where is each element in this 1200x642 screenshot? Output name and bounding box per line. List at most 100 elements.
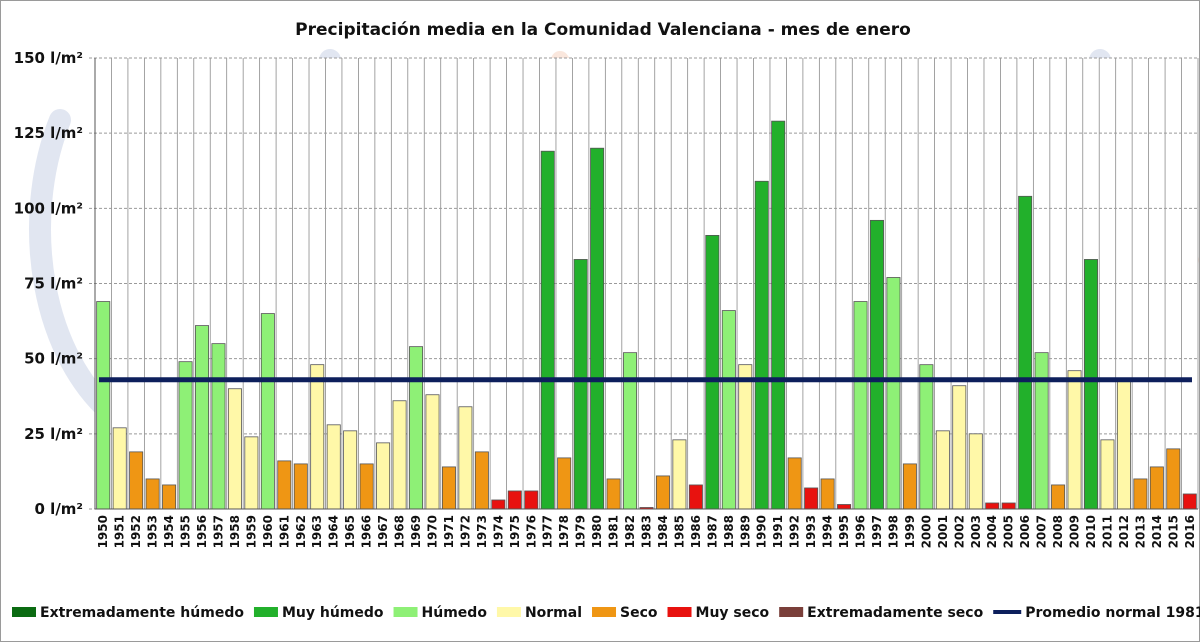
x-tick-label: 1965 [343,515,357,548]
legend-swatch [592,607,617,617]
x-tick-label: 1963 [310,515,324,548]
legend-label: Promedio normal 1981-2010 [1025,605,1200,621]
x-tick-label: 1966 [360,515,374,548]
x-tick-label: 1955 [179,515,193,548]
x-tick-label: 1996 [854,515,868,548]
x-tick-label: 2013 [1133,515,1147,548]
bar-2015 [1166,448,1181,510]
bar-1993 [804,487,819,510]
bar-1984 [655,475,670,510]
x-tick-label: 1957 [211,515,225,548]
bar-1961 [277,460,292,510]
bar-1991 [771,120,786,510]
bar-1972 [458,406,473,510]
bar-2013 [1133,478,1148,510]
x-tick-label: 1970 [425,515,439,548]
bar-1971 [441,466,456,510]
x-tick-label: 1972 [458,515,472,548]
bar-1989 [738,364,753,510]
legend-label: Muy seco [696,605,770,621]
bar-2009 [1067,370,1082,510]
bar-1986 [688,484,703,510]
x-tick-label: 2002 [952,515,966,548]
bar-1997 [869,219,884,510]
legend-swatch [667,607,692,617]
legend-label: Muy húmedo [282,605,384,621]
x-tick-label: 2014 [1150,515,1164,548]
bar-1979 [573,259,588,510]
bar-2010 [1084,259,1098,510]
x-tick-label: 1983 [640,515,654,548]
legend-label: Extremadamente húmedo [40,605,244,621]
x-tick-label: 1971 [442,515,456,548]
x-tick-label: 1973 [475,515,489,548]
x-tick-label: 2001 [936,515,950,548]
bar-2001 [935,430,950,510]
x-tick-label: 2007 [1035,515,1049,548]
bar-1958 [227,388,242,510]
legend-item: Extremadamente húmedo [12,605,244,621]
legend-label: Seco [620,605,658,621]
bar-2016 [1182,493,1197,510]
x-tick-label: 1956 [195,515,209,548]
bar-1969 [409,346,424,510]
legend-swatch [393,607,418,617]
x-tick-label: 1962 [294,515,308,548]
legend-item: Extremadamente seco [779,605,984,621]
x-tick-label: 1980 [590,515,604,548]
x-tick-label: 1958 [228,515,242,548]
bar-1953 [145,478,160,510]
bar-2000 [919,364,934,510]
bar-1996 [853,301,868,510]
legend-label: Húmedo [422,605,488,621]
x-tick-label: 1967 [376,515,390,548]
x-tick-label: 1969 [409,515,423,548]
x-tick-label: 1959 [244,515,258,548]
legend-item: Húmedo [393,605,488,621]
legend-item: Normal [496,605,582,621]
bar-1978 [557,457,572,510]
y-tick-label: 75 l/m² [24,275,83,293]
x-tick-label: 1989 [738,515,752,548]
y-tick-label: 150 l/m² [14,49,83,67]
bar-2007 [1034,352,1049,510]
x-tick-label: 2015 [1166,515,1180,548]
x-tick-label: 1950 [96,515,110,548]
x-tick-label: 1961 [277,515,291,548]
x-tick-label: 1975 [508,515,522,548]
x-tick-label: 1993 [804,515,818,548]
x-tick-label: 2003 [969,515,983,548]
x-tick-label: 1978 [557,515,571,548]
y-tick-label: 50 l/m² [24,350,83,368]
x-tick-label: 2004 [985,515,999,548]
plot-area [89,57,1199,510]
bar-1966 [359,463,374,510]
x-tick-label: 1987 [705,515,719,548]
bar-1977 [540,150,555,510]
bar-1951 [112,427,127,510]
y-tick-label: 125 l/m² [14,124,83,142]
bar-1959 [244,436,259,510]
y-tick-label: 100 l/m² [14,199,83,217]
bar-1950 [96,301,111,510]
legend-swatch [12,607,36,617]
bar-1968 [392,400,407,510]
x-axis-labels: 1950 1951 1952 1953 1954 1955 1956 1957 1958 1959… [96,515,1197,548]
x-tick-label: 1977 [541,515,555,548]
bar-2011 [1100,439,1115,510]
x-tick-label: 1951 [113,515,127,548]
legend-item: Muy seco [667,605,770,621]
legend-swatch [779,607,804,617]
x-tick-label: 1981 [607,515,621,548]
x-tick-label: 1984 [656,515,670,548]
x-tick-label: 1974 [491,515,505,548]
bar-1981 [606,478,621,510]
x-tick-label: 2006 [1018,515,1032,548]
x-tick-label: 1988 [722,515,736,548]
bar-1975 [507,490,522,510]
chart-title: Precipitación media en la Comunidad Vale… [295,20,911,40]
x-tick-label: 1992 [788,515,802,548]
legend-swatch [253,607,278,617]
x-tick-label: 2009 [1068,515,1082,548]
